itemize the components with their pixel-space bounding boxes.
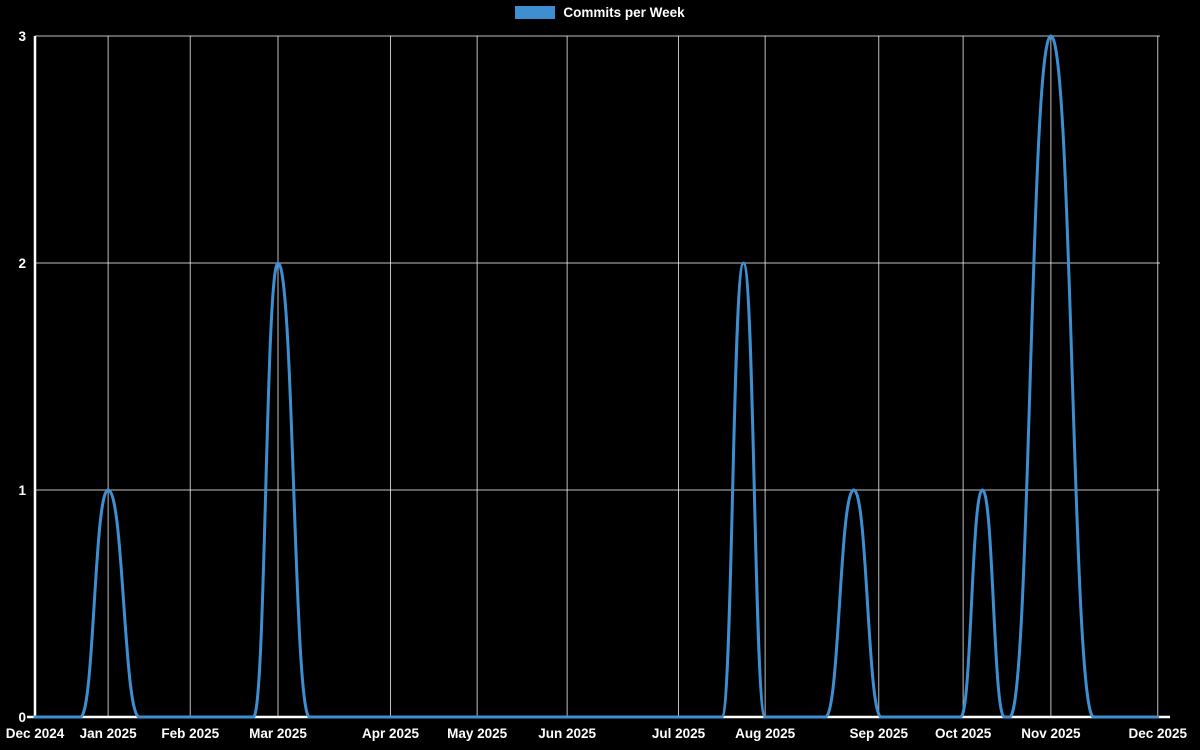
y-tick-label: 3	[18, 29, 26, 44]
x-tick-label: Jul 2025	[652, 726, 706, 741]
y-tick-label: 1	[18, 483, 26, 498]
x-tick-label: Dec 2024	[6, 726, 65, 741]
commits-line-series	[33, 34, 1160, 719]
x-tick-label: Jan 2025	[80, 726, 138, 741]
x-tick-label: Sep 2025	[849, 726, 908, 741]
chart-legend-item[interactable]: Commits per Week	[0, 6, 1200, 20]
y-tick-label: 0	[18, 710, 26, 725]
x-tick-label: Nov 2025	[1021, 726, 1081, 741]
legend-label: Commits per Week	[563, 5, 685, 20]
x-tick-label: Oct 2025	[935, 726, 992, 741]
x-tick-label: Jun 2025	[538, 726, 596, 741]
x-tick-label: Aug 2025	[735, 726, 796, 741]
x-tick-label: May 2025	[447, 726, 508, 741]
x-tick-label: Feb 2025	[161, 726, 219, 741]
x-tick-label: Apr 2025	[362, 726, 420, 741]
y-tick-label: 2	[18, 256, 26, 271]
legend-swatch-commits	[515, 6, 556, 20]
x-tick-label: Dec 2025	[1128, 726, 1187, 741]
x-tick-label: Mar 2025	[249, 726, 307, 741]
